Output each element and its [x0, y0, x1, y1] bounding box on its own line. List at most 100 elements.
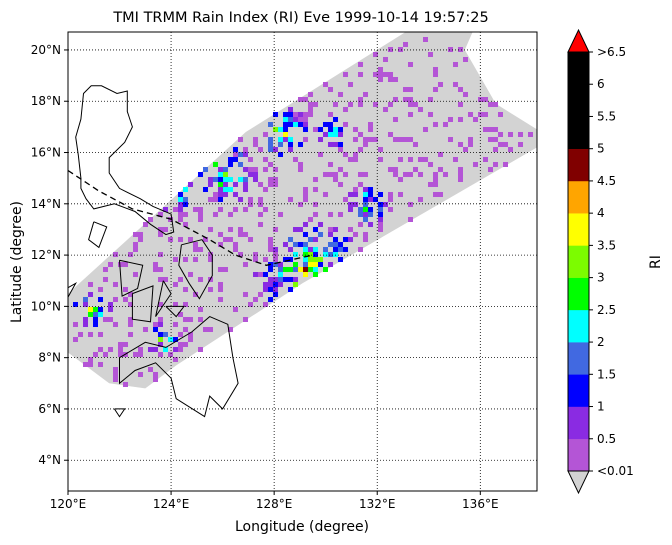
rain-cell: [283, 117, 288, 122]
rain-cell: [88, 282, 93, 287]
rain-cell: [328, 262, 333, 267]
rain-cell: [263, 167, 268, 172]
rain-cell: [93, 317, 98, 322]
rain-cell: [453, 82, 458, 87]
rain-cell: [268, 297, 273, 302]
rain-cell: [263, 157, 268, 162]
rain-cell: [313, 237, 318, 242]
rain-cell: [258, 212, 263, 217]
rain-cell: [278, 142, 283, 147]
rain-cell: [358, 62, 363, 67]
rain-cell: [458, 102, 463, 107]
rain-cell: [158, 352, 163, 357]
rain-cell: [148, 217, 153, 222]
rain-cell: [303, 252, 308, 257]
rain-cell: [293, 157, 298, 162]
rain-cell: [273, 257, 278, 262]
lat-tick-label: 12°N: [31, 248, 61, 262]
rain-cell: [408, 87, 413, 92]
rain-cell: [263, 287, 268, 292]
rain-cell: [518, 142, 523, 147]
colorbar: <0.01 0.5 1 1.5 2 2.5 3 3.5 4 4.5 5 5.5 6 >6.5: [567, 28, 634, 495]
rain-cell: [343, 197, 348, 202]
rain-cell: [358, 207, 363, 212]
rain-cell: [293, 242, 298, 247]
rain-cell: [218, 167, 223, 172]
rain-cell: [108, 262, 113, 267]
rain-cell: [278, 137, 283, 142]
rain-cell: [118, 262, 123, 267]
rain-cell: [253, 177, 258, 182]
rain-cell: [218, 172, 223, 177]
rain-cell: [83, 297, 88, 302]
rain-cell: [268, 287, 273, 292]
rain-cell: [498, 132, 503, 137]
rain-cell: [318, 262, 323, 267]
rain-cell: [198, 207, 203, 212]
rain-cell: [183, 197, 188, 202]
rain-cell: [418, 197, 423, 202]
rain-cell: [368, 187, 373, 192]
rain-cell: [283, 242, 288, 247]
rain-cell: [423, 127, 428, 132]
rain-cell: [278, 127, 283, 132]
rain-cell: [298, 97, 303, 102]
rain-cell: [88, 332, 93, 337]
rain-cell: [268, 267, 273, 272]
rain-cell: [393, 137, 398, 142]
rain-cell: [263, 207, 268, 212]
rain-cell: [183, 222, 188, 227]
colorbar-segment: [568, 84, 589, 117]
rain-cell: [88, 362, 93, 367]
rain-cell: [303, 232, 308, 237]
lat-tick-label: 18°N: [31, 94, 61, 108]
rain-cell: [428, 112, 433, 117]
rain-cell: [133, 247, 138, 252]
rain-cell: [103, 267, 108, 272]
rain-cell: [263, 302, 268, 307]
rain-cell: [178, 332, 183, 337]
rain-cell: [498, 142, 503, 147]
lat-tick-label: 6°N: [38, 402, 61, 416]
rain-cell: [173, 302, 178, 307]
rain-cell: [313, 187, 318, 192]
rain-cell: [113, 367, 118, 372]
rain-cell: [363, 187, 368, 192]
rain-cell: [153, 347, 158, 352]
rain-cell: [318, 257, 323, 262]
rain-cell: [488, 127, 493, 132]
rain-cell: [458, 87, 463, 92]
rain-cell: [283, 132, 288, 137]
rain-cell: [328, 227, 333, 232]
rain-cell: [253, 172, 258, 177]
rain-cell: [233, 182, 238, 187]
rain-cell: [273, 147, 278, 152]
rain-cell: [198, 347, 203, 352]
rain-cell: [458, 117, 463, 122]
rain-cell: [268, 162, 273, 167]
rain-cell: [408, 62, 413, 67]
rain-cell: [138, 372, 143, 377]
rain-cell: [273, 167, 278, 172]
rain-cell: [458, 167, 463, 172]
colorbar-segment: [568, 342, 589, 375]
rain-cell: [363, 142, 368, 147]
rain-cell: [153, 377, 158, 382]
rain-cell: [353, 137, 358, 142]
rain-cell: [93, 312, 98, 317]
rain-cell: [168, 337, 173, 342]
rain-cell: [288, 107, 293, 112]
rain-cell: [173, 322, 178, 327]
rain-cell: [358, 247, 363, 252]
rain-cell: [303, 242, 308, 247]
longitude-axis: 120°E 124°E 128°E 132°E 136°E: [50, 491, 499, 511]
rain-cell: [218, 287, 223, 292]
rain-cell: [303, 272, 308, 277]
rain-cell: [233, 152, 238, 157]
rain-cell: [338, 182, 343, 187]
rain-cell: [293, 262, 298, 267]
rain-cell: [193, 292, 198, 297]
colorbar-segment: [568, 374, 589, 407]
rain-cell: [273, 277, 278, 282]
